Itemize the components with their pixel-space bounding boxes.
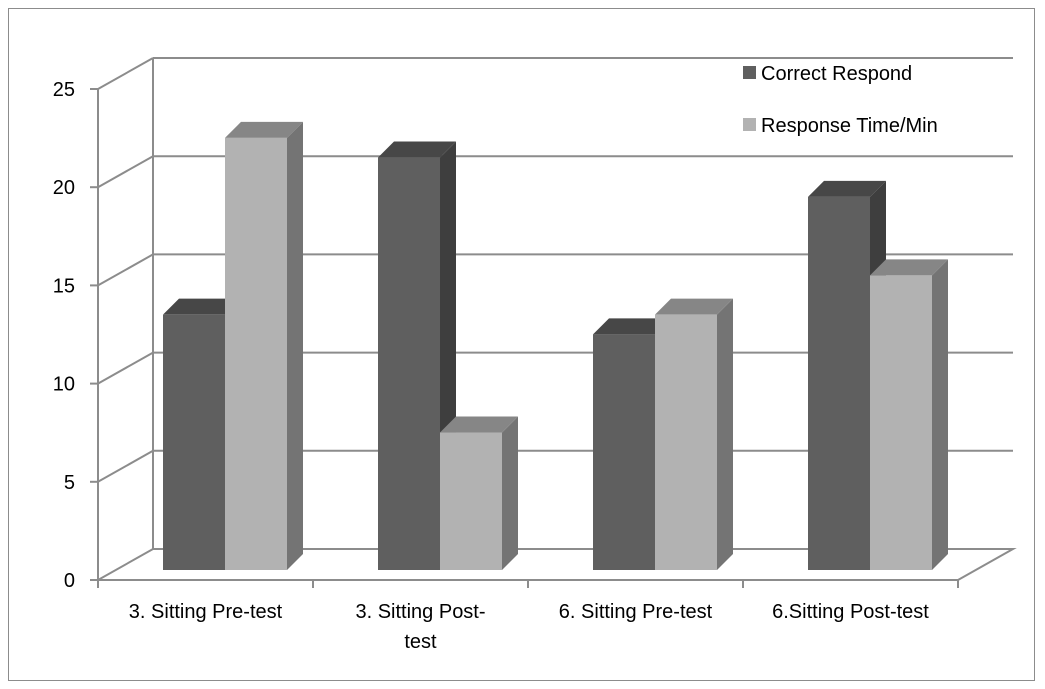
- bar-front: [440, 432, 502, 570]
- bar-side: [502, 416, 518, 570]
- legend-swatch: [743, 66, 756, 79]
- bar-response-time-4: [870, 259, 948, 570]
- bar-top: [163, 298, 241, 315]
- floor: [94, 548, 1017, 581]
- gridline-diag: [97, 351, 154, 385]
- bar-response-time-2: [440, 416, 518, 570]
- x-tick-label: 3. Sitting Post-test: [355, 601, 485, 653]
- bar-top: [808, 180, 886, 197]
- bar-correct-respond-2: [378, 141, 456, 570]
- bar-front: [163, 314, 225, 570]
- bar-front: [870, 275, 932, 570]
- bar-front: [593, 334, 655, 570]
- bar-top: [378, 141, 456, 158]
- y-tick-label: 20: [53, 177, 75, 199]
- gridline-diag: [97, 155, 154, 189]
- bar-side: [287, 121, 303, 571]
- x-tick-labels: 3. Sitting Pre-test 3. Sitting Post-test 6…: [129, 601, 930, 653]
- x-tick-label: 3. Sitting Pre-test: [129, 601, 283, 623]
- bar-response-time-1: [225, 121, 303, 571]
- bar-front: [225, 137, 287, 571]
- legend-label: Correct Respond: [761, 63, 912, 85]
- gridline-diag: [97, 57, 154, 90]
- bar-correct-respond-1: [163, 298, 241, 570]
- bar-side: [717, 298, 733, 570]
- bar-top: [225, 121, 303, 138]
- x-tick-label: 6. Sitting Pre-test: [559, 601, 713, 623]
- y-tick-label: 5: [64, 472, 75, 494]
- bar-side: [932, 259, 948, 570]
- bar-front: [808, 196, 870, 570]
- legend: Correct Respond Response Time/Min: [743, 63, 938, 137]
- legend-swatch: [743, 118, 756, 131]
- bar-top: [440, 416, 518, 433]
- y-tick-label: 10: [53, 374, 75, 396]
- y-tick-label: 0: [64, 570, 75, 592]
- gridline-diag: [97, 253, 154, 287]
- legend-label: Response Time/Min: [761, 115, 938, 137]
- bar-top: [655, 298, 733, 315]
- gridline-diag: [97, 449, 154, 483]
- bar-front: [378, 157, 440, 570]
- y-tick-label: 25: [53, 79, 75, 101]
- bars: [163, 121, 948, 571]
- bar-front: [655, 314, 717, 570]
- bar-top: [593, 318, 671, 335]
- y-tick-labels: 0 5 10 15 20 25: [53, 79, 75, 592]
- axes: [90, 88, 959, 588]
- bar-top: [870, 259, 948, 276]
- x-tick-label: 6.Sitting Post-test: [772, 601, 929, 623]
- y-tick-label: 15: [53, 275, 75, 297]
- bar-response-time-3: [655, 298, 733, 570]
